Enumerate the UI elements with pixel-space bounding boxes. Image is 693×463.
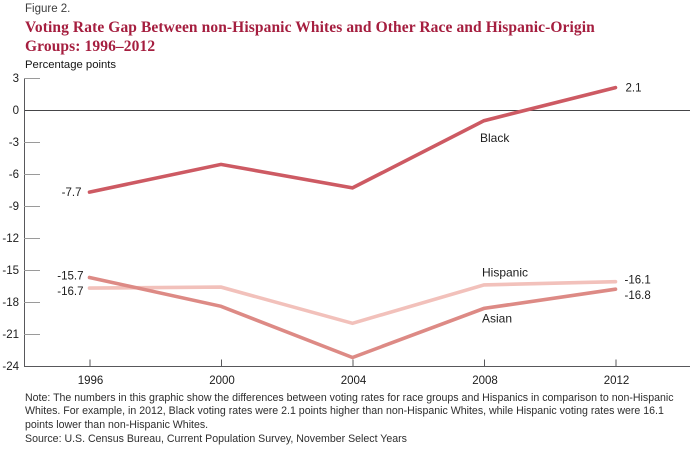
value-label: -7.7: [62, 187, 82, 199]
line-asian: [87, 275, 618, 360]
y-tick-label: -15: [2, 265, 19, 277]
x-tick-label: 2012: [604, 375, 630, 387]
x-tick-label: 2008: [472, 375, 498, 387]
y-tick-label: 0: [13, 105, 19, 117]
value-label: -16.8: [625, 290, 651, 302]
figure-label: Figure 2.: [25, 3, 71, 15]
value-label: -16.7: [57, 286, 83, 298]
y-tick-label: -9: [9, 201, 19, 213]
x-tick-label: 2004: [341, 375, 367, 387]
series-label-asian: Asian: [482, 311, 512, 325]
y-tick-label: -18: [2, 297, 19, 309]
y-tick-label: 3: [13, 73, 19, 85]
y-tick-label: -24: [2, 361, 19, 373]
series-label-black: Black: [480, 131, 510, 145]
y-tick-label: -12: [2, 233, 19, 245]
y-axis-unit-label: Percentage points: [25, 59, 117, 71]
figure-title: Voting Rate Gap Between non-Hispanic Whi…: [25, 19, 595, 55]
x-tick-label: 2000: [209, 375, 235, 387]
y-tick-label: -6: [9, 169, 19, 181]
line-black: [87, 85, 618, 194]
y-tick-label: -21: [2, 329, 19, 341]
y-tick-label: -3: [9, 137, 19, 149]
source-text: Source: U.S. Census Bureau, Current Popu…: [25, 433, 407, 445]
series-label-hispanic: Hispanic: [482, 265, 528, 279]
value-label: -15.7: [57, 270, 83, 282]
line-chart: 3 0 -3 -6 -9 -12 -15 -18 -21 -24 1996 2000 2004 2008 2…: [2, 73, 690, 387]
value-label: -16.1: [625, 275, 651, 287]
x-tick-label: 1996: [78, 375, 104, 387]
line-hispanic: [87, 279, 618, 326]
note-text: Note: The numbers in this graphic show t…: [25, 392, 674, 431]
value-label: 2.1: [626, 83, 642, 95]
